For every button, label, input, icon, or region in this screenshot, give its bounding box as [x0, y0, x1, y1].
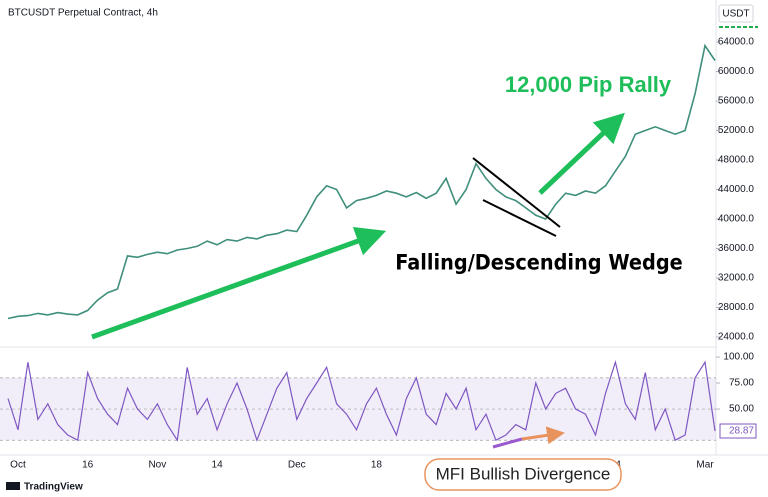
wedge-label: Falling/Descending Wedge	[395, 250, 683, 275]
y-tick-label: 48000.0	[718, 155, 755, 166]
last-value-label: 28.87	[729, 426, 754, 437]
x-tick-label: 18	[371, 460, 383, 471]
divergence-line	[492, 437, 523, 449]
divergence-label: MFI Bullish Divergence	[436, 464, 611, 483]
rally-label: 12,000 Pip Rally	[505, 72, 672, 97]
x-tick-label: Dec	[288, 460, 306, 471]
mfi-line	[7, 359, 716, 443]
x-tick-label: Oct	[10, 460, 26, 471]
y-tick-label: 56000.0	[718, 96, 755, 107]
y-tick-label: 24000.0	[718, 332, 755, 343]
trend-arrow	[91, 226, 387, 340]
y-tick-label: 50.00	[729, 404, 754, 415]
rally-arrow	[538, 112, 625, 195]
y-tick-label: 64000.0	[718, 37, 755, 48]
divergence-box	[424, 458, 622, 491]
y-tick-label: 52000.0	[718, 125, 755, 136]
wedge-line	[482, 199, 557, 237]
logo	[6, 482, 20, 490]
x-tick-label: 14	[212, 460, 224, 471]
chart-title: BTCUSDT Perpetual Contract, 4h	[8, 8, 158, 19]
y-tick-label: 32000.0	[718, 273, 755, 284]
x-tick-label: Mar	[696, 460, 714, 471]
x-tick-label: Nov	[148, 460, 166, 471]
currency-box[interactable]	[718, 4, 754, 23]
wedge-line	[472, 157, 561, 228]
price-line	[7, 43, 716, 320]
y-tick-label: 60000.0	[718, 66, 755, 77]
y-tick-label: 36000.0	[718, 243, 755, 254]
footer-brand: TradingView	[24, 482, 83, 493]
y-tick-label: 40000.0	[718, 214, 755, 225]
last-value-box	[719, 423, 757, 439]
currency[interactable]: USDT	[722, 9, 749, 20]
y-tick-label: 44000.0	[718, 184, 755, 195]
y-tick-label: 28000.0	[718, 302, 755, 313]
divergence-arrow	[521, 426, 565, 445]
x-tick-label: 16	[82, 460, 94, 471]
y-tick-label: 75.00	[729, 378, 754, 389]
y-tick-label: 100.00	[723, 352, 754, 363]
